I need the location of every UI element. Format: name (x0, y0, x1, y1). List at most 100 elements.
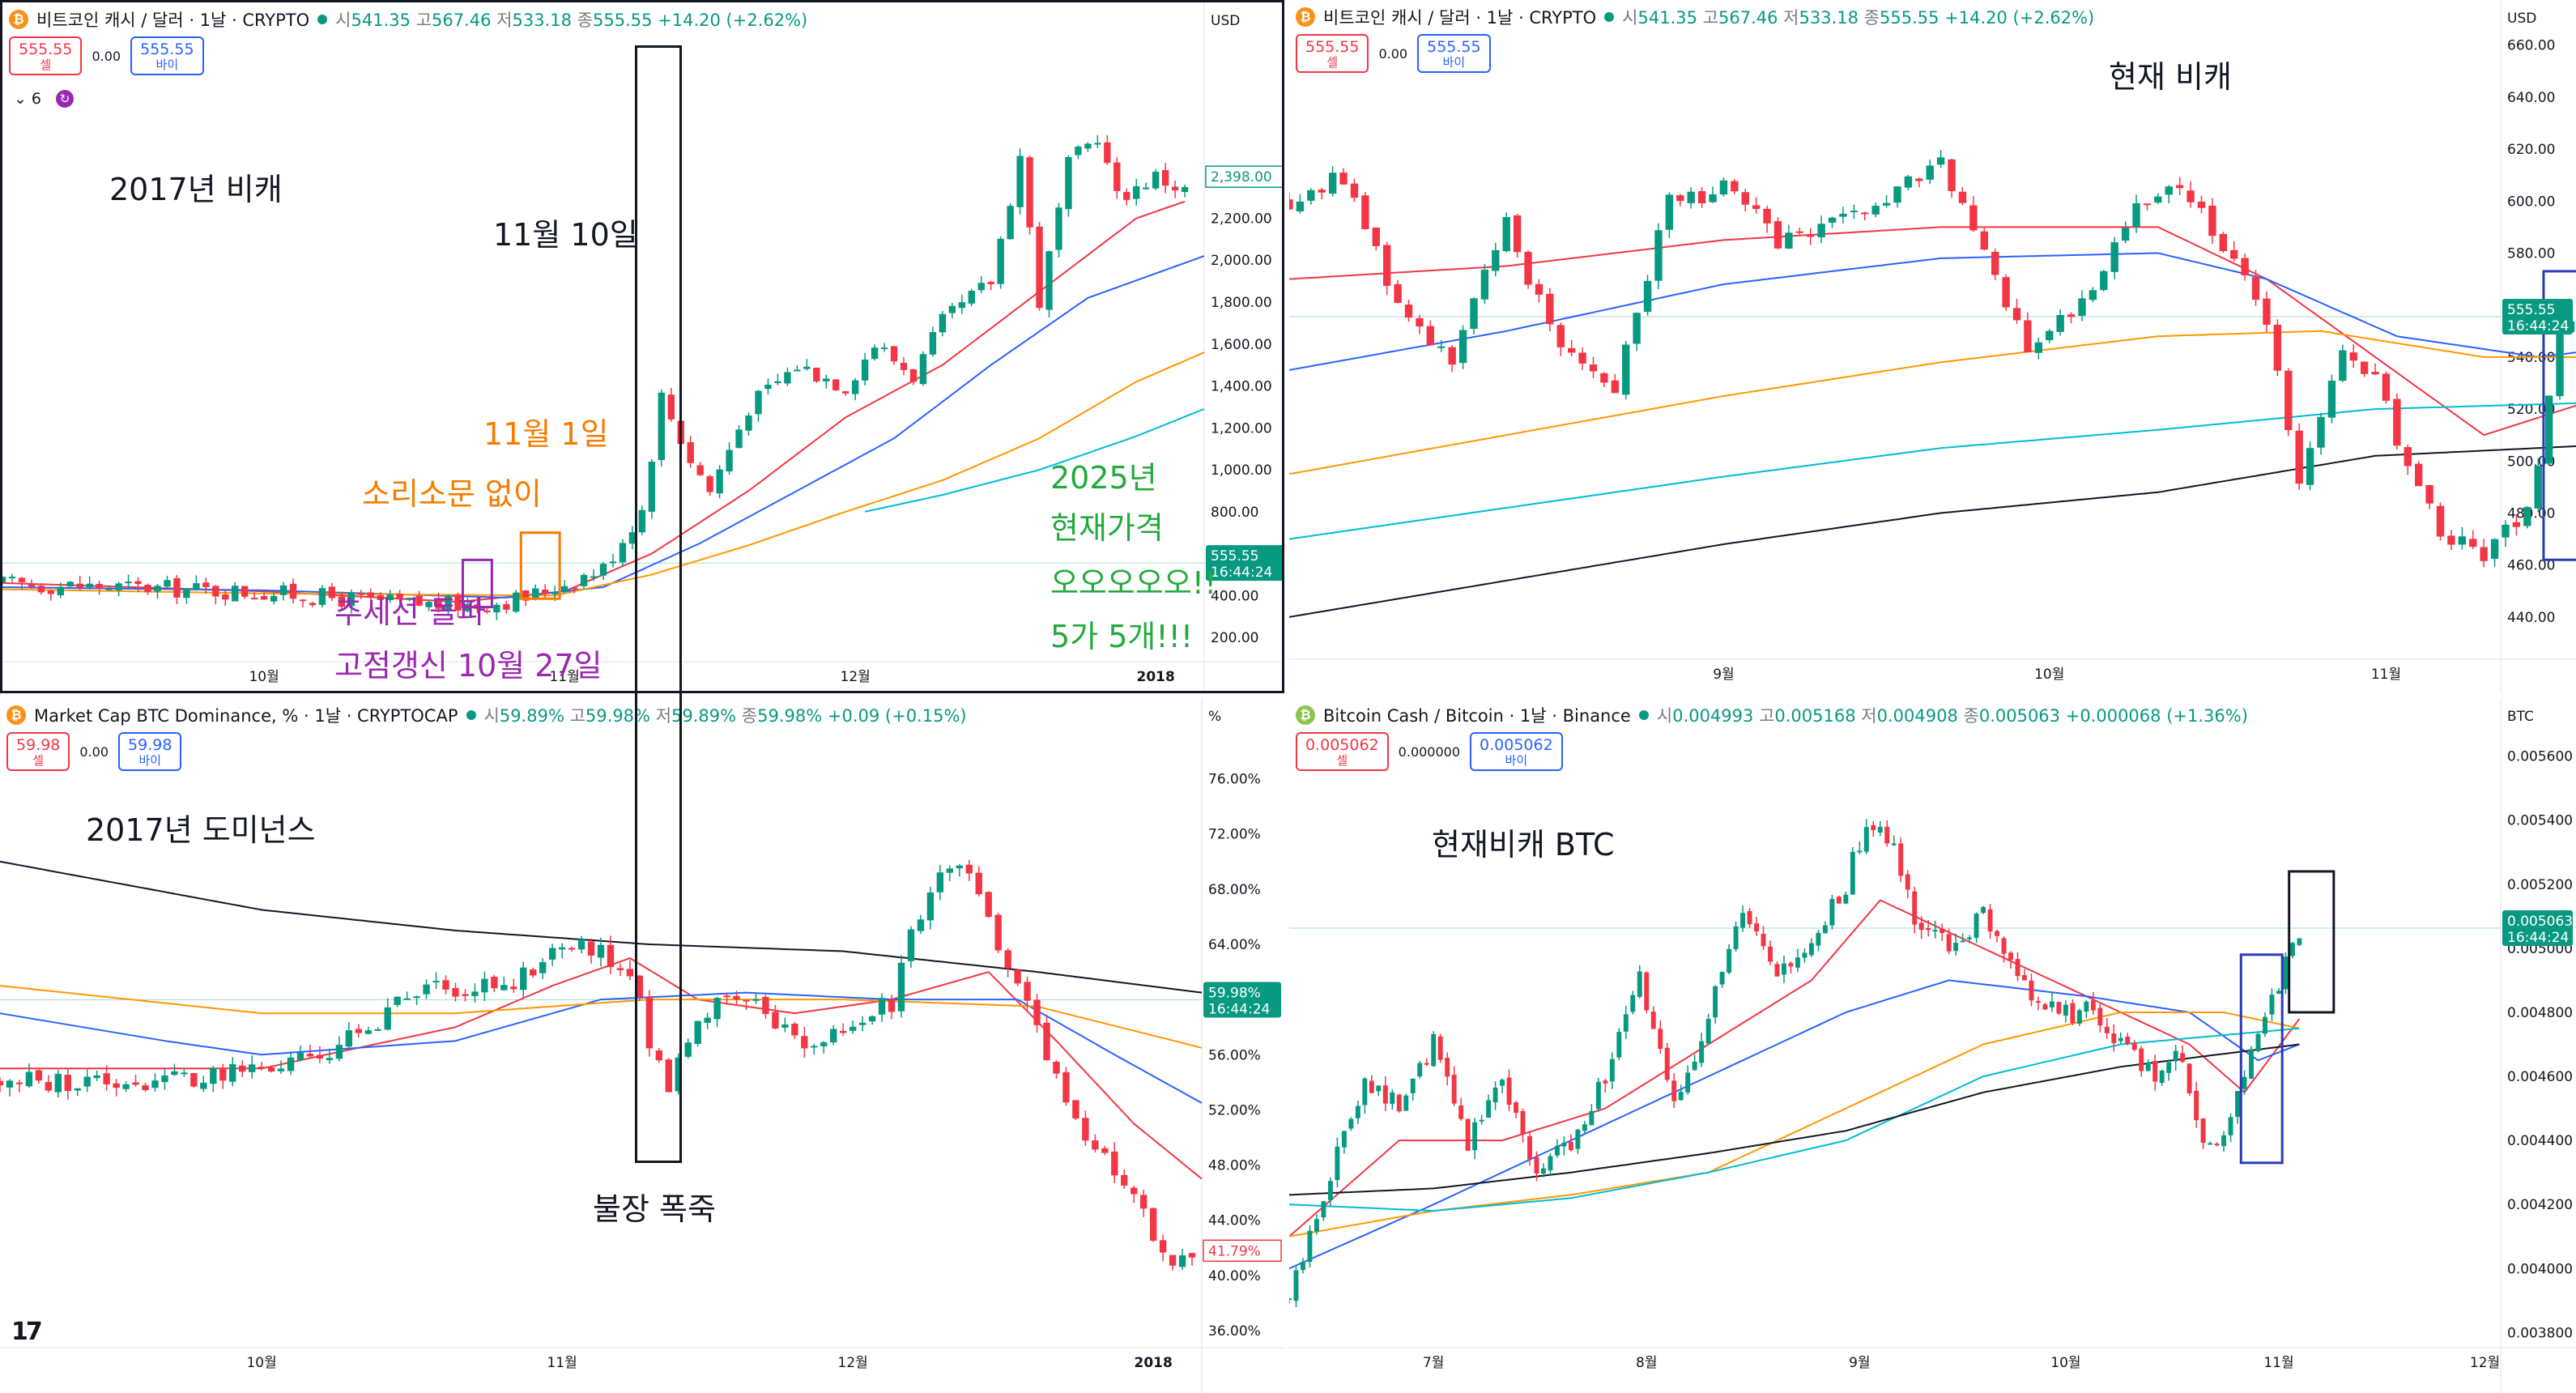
candle (1178, 1248, 1186, 1271)
candle (1171, 180, 1179, 198)
y-axis-tick-label: 600.00 (2507, 194, 2555, 210)
symbol-title[interactable]: Market Cap BTC Dominance, % · 1날 · CRYPT… (34, 706, 458, 726)
candle (2125, 1033, 2131, 1046)
y-axis-tick-label: 36.00% (1208, 1323, 1261, 1340)
candle (723, 992, 730, 1005)
chart-canvas-tl[interactable]: 200.00400.00600.00800.001,000.001,200.00… (2, 2, 1284, 693)
candle (2152, 1054, 2158, 1092)
axis-unit-label[interactable]: % (1208, 709, 1221, 725)
candle (597, 937, 605, 967)
buy-button[interactable]: 59.98 바이 (118, 732, 182, 771)
candle (2228, 1113, 2233, 1143)
candle (93, 1070, 100, 1082)
candle (212, 585, 219, 605)
highlight-box[interactable] (2542, 270, 2576, 561)
candle (1904, 175, 1913, 190)
buy-button[interactable]: 555.55 바이 (1417, 34, 1491, 73)
candle (1403, 1093, 1409, 1111)
symbol-title[interactable]: 비트코인 캐시 / 달러 · 1날 · CRYPTO (1323, 8, 1597, 28)
candle (1719, 971, 1725, 988)
candle (364, 1026, 372, 1035)
axis-unit-label[interactable]: BTC (2507, 709, 2534, 725)
candle (357, 590, 364, 599)
candle (1987, 904, 1993, 939)
x-axis-tick-label: 10월 (246, 1355, 276, 1371)
axis-unit-label[interactable]: USD (2507, 11, 2536, 27)
candle (8, 573, 16, 582)
trade-buttons: 0.005062 셀 0.000000 0.005062 바이 (1296, 732, 1563, 771)
candle (125, 574, 132, 589)
candle (878, 993, 886, 1022)
symbol-title[interactable]: Bitcoin Cash / Bitcoin · 1날 · Binance (1323, 706, 1631, 726)
candle (1939, 923, 1945, 941)
candle (2534, 458, 2542, 513)
candle (289, 578, 297, 604)
candle (706, 475, 713, 496)
candle (76, 575, 83, 591)
candle (445, 594, 452, 615)
candle (1630, 990, 1636, 1015)
chart-panel-bch-btc-current[interactable]: 0.003800 0.004000 0.004200 0.004400 0.004600… (1289, 698, 2576, 1393)
sell-button[interactable]: 555.55 셀 (1296, 34, 1369, 73)
candle (832, 379, 840, 391)
bitcoin-cash-coin-icon: ₿ (1296, 705, 1315, 725)
candle (1314, 1214, 1319, 1235)
sell-button[interactable]: 555.55 셀 (9, 36, 83, 75)
candle (1092, 1134, 1099, 1153)
candle (520, 961, 527, 999)
chart-panel-btc-dominance-2017[interactable]: 36.00%40.00%44.00%48.00%52.00%56.00%60.0… (0, 698, 1284, 1393)
buy-button[interactable]: 555.55 바이 (130, 36, 204, 75)
candle (558, 943, 566, 959)
candle (929, 326, 937, 357)
tradingview-logo-icon[interactable]: 17 (11, 1318, 43, 1346)
symbol-title[interactable]: 비트코인 캐시 / 달러 · 1날 · CRYPTO (36, 11, 310, 30)
axis-unit-label[interactable]: USD (1211, 13, 1240, 29)
svg-text:59.98%: 59.98% (1208, 985, 1261, 1001)
ema-line (864, 408, 1205, 513)
candle (2208, 1141, 2213, 1145)
annotation-2025-line3: 오오오오오!! (1050, 565, 1217, 601)
highlight-box[interactable] (461, 558, 493, 609)
candle (1816, 930, 1821, 952)
candle (1417, 1060, 1423, 1079)
sell-button[interactable]: 59.98 셀 (6, 732, 70, 771)
y-axis-tick-label: 0.005600 (2507, 749, 2573, 765)
candle (2241, 253, 2249, 281)
annotation-nov-10: 11월 10일 (493, 217, 638, 253)
candle (1808, 938, 1814, 957)
chevron-down-icon[interactable]: ⌄ (14, 90, 27, 108)
candle (987, 280, 994, 291)
indicator-toggle[interactable]: ⌄ 6 ↻ (14, 90, 75, 108)
annotation-nov-1: 11월 1일 (483, 416, 609, 452)
chart-panel-bch-usd-2017[interactable]: 200.00400.00600.00800.001,000.001,200.00… (0, 0, 1284, 693)
candle (1843, 892, 1849, 905)
chart-canvas-tr[interactable]: 440.00460.00480.00500.00520.00540.00560.… (1289, 0, 2576, 693)
candle (628, 526, 637, 550)
candle (570, 586, 578, 594)
candle (1637, 965, 1642, 999)
y-axis-tick-label: 460.00 (2507, 558, 2555, 574)
candle (134, 577, 142, 592)
chart-canvas-bl[interactable]: 36.00%40.00%44.00%48.00%52.00%56.00%60.0… (0, 698, 1284, 1393)
candle (1678, 1084, 1684, 1101)
candle (338, 591, 346, 611)
candle (144, 583, 151, 595)
candle (716, 465, 723, 499)
chart-panel-bch-usd-current[interactable]: 440.00460.00480.00500.00520.00540.00560.… (1289, 0, 2576, 693)
candle (1915, 177, 1923, 188)
candle (587, 938, 595, 964)
highlight-box[interactable] (2239, 953, 2284, 1165)
candle (2263, 291, 2271, 333)
sync-icon[interactable]: ↻ (56, 90, 75, 108)
highlight-box[interactable] (2288, 870, 2335, 1014)
x-axis-tick-label: 12월 (841, 669, 871, 685)
chart-canvas-br[interactable]: 0.003800 0.004000 0.004200 0.004400 0.004600… (1289, 698, 2576, 1393)
candle (2165, 185, 2173, 204)
highlight-box[interactable] (519, 531, 561, 600)
candle (1731, 178, 1739, 194)
candle (355, 1024, 362, 1038)
candle (684, 1038, 692, 1059)
buy-button[interactable]: 0.005062 바이 (1470, 732, 1563, 771)
candle (2283, 952, 2289, 995)
sell-button[interactable]: 0.005062 셀 (1296, 732, 1389, 771)
